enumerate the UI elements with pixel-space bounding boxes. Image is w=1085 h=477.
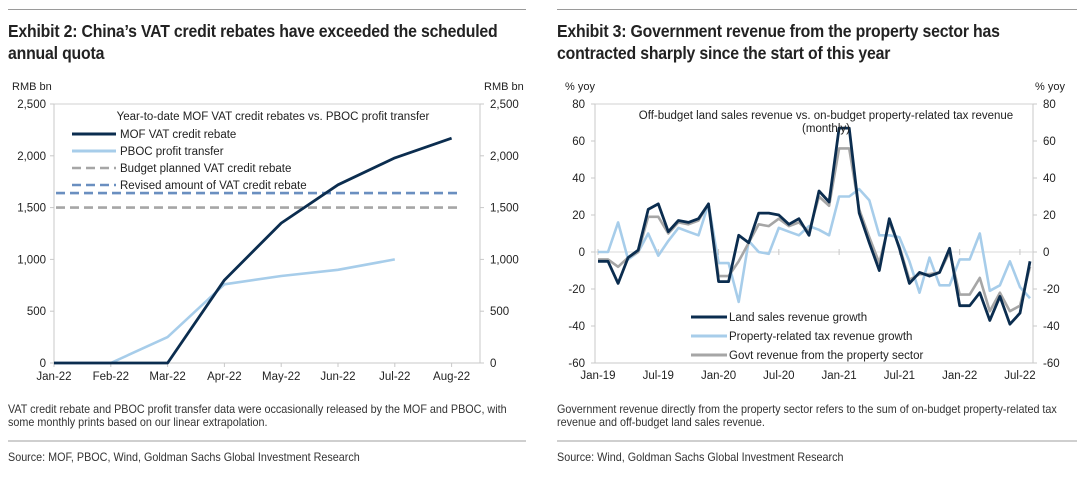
x-tick-label: Jan-22 xyxy=(942,370,977,382)
chart-title-line-2: (monthly) xyxy=(802,123,850,135)
legend-label: PBOC profit transfer xyxy=(120,146,224,158)
x-tick-label: Jan-19 xyxy=(580,370,615,382)
y-tick-label-left: 2,500 xyxy=(17,99,46,111)
exhibit-3-chart: % yoy % yoy -60 -60 -40 -40 -20 -20 0 0 20 20 40 40 60… xyxy=(565,81,1065,382)
exhibit-3-panel: Exhibit 3: Government revenue from the p… xyxy=(557,0,1077,477)
top-rule xyxy=(8,9,526,10)
x-tick-label: Aug-22 xyxy=(433,371,470,383)
x-tick-label: Apr-22 xyxy=(207,371,242,383)
x-tick-label: Jul-22 xyxy=(379,371,410,383)
x-tick-label: Jan-21 xyxy=(822,370,857,382)
y-axis-label-right: RMB bn xyxy=(484,81,524,93)
y-tick-label-right: 1,000 xyxy=(490,254,519,266)
y-tick-label-left: 0 xyxy=(579,247,585,259)
series-line-mof-vat-credit-rebate xyxy=(54,136,453,365)
exhibit-2-title: Exhibit 2: China’s VAT credit rebates ha… xyxy=(8,21,498,63)
exhibit-2-source: Source: MOF, PBOC, Wind, Goldman Sachs G… xyxy=(8,451,360,464)
top-rule xyxy=(557,9,1077,10)
y-tick-label-right: 40 xyxy=(1043,173,1056,185)
y-axis-label-left: % yoy xyxy=(565,81,595,93)
legend-label: Revised amount of VAT credit rebate xyxy=(120,180,307,192)
y-tick-label-right: 0 xyxy=(490,358,496,370)
y-tick-label-left: 60 xyxy=(572,136,585,148)
y-axis-label-right: % yoy xyxy=(1035,81,1065,93)
x-tick-label: May-22 xyxy=(262,371,300,383)
x-tick-label: Feb-22 xyxy=(93,371,129,383)
legend-label: MOF VAT credit rebate xyxy=(120,129,236,141)
series-line-pboc-profit-transfer xyxy=(54,258,396,365)
legend-label: Budget planned VAT credit rebate xyxy=(120,163,291,175)
exhibit-2-note: VAT credit rebate and PBOC profit transf… xyxy=(8,403,507,429)
y-tick-label-right: -20 xyxy=(1043,284,1060,296)
x-tick-label: Mar-22 xyxy=(149,371,185,383)
divider xyxy=(8,440,526,442)
exhibit-3-title: Exhibit 3: Government revenue from the p… xyxy=(557,21,1000,63)
y-tick-label-right: 60 xyxy=(1043,136,1056,148)
y-tick-label-left: 20 xyxy=(572,210,585,222)
y-tick-label-left: 500 xyxy=(27,306,46,318)
y-tick-label-right: 1,500 xyxy=(490,203,519,215)
y-tick-label-right: 0 xyxy=(1043,247,1049,259)
divider xyxy=(557,440,1077,442)
y-tick-label-left: -20 xyxy=(568,284,585,296)
y-tick-label-right: 20 xyxy=(1043,210,1056,222)
y-tick-label-right: 2,000 xyxy=(490,151,519,163)
y-tick-label-right: 80 xyxy=(1043,99,1056,111)
y-tick-label-right: 2,500 xyxy=(490,99,519,111)
exhibit-3-note: Government revenue directly from the pro… xyxy=(557,403,1057,429)
series-line-govt-revenue-from-the-property-sector xyxy=(598,147,1032,313)
y-tick-label-left: -40 xyxy=(568,321,585,333)
legend-label: Land sales revenue growth xyxy=(729,312,867,324)
legend-label: Govt revenue from the property sector xyxy=(729,350,923,362)
x-tick-label: Jan-22 xyxy=(36,371,71,383)
x-tick-label: Jul-20 xyxy=(763,370,794,382)
x-tick-label: Jun-22 xyxy=(320,371,355,383)
exhibit-2-panel: Exhibit 2: China’s VAT credit rebates ha… xyxy=(8,0,526,477)
chart-title: Year-to-date MOF VAT credit rebates vs. … xyxy=(117,111,430,123)
y-tick-label-left: 0 xyxy=(40,358,46,370)
y-tick-label-left: 40 xyxy=(572,173,585,185)
x-tick-label: Jan-20 xyxy=(701,370,736,382)
y-axis-label-left: RMB bn xyxy=(12,81,52,93)
y-tick-label-left: 1,000 xyxy=(17,254,46,266)
x-tick-label: Jul-19 xyxy=(643,370,674,382)
y-tick-label-right: -60 xyxy=(1043,358,1060,370)
y-tick-label-left: 2,000 xyxy=(17,151,46,163)
x-tick-label: Jul-22 xyxy=(1004,370,1035,382)
y-tick-label-right: -40 xyxy=(1043,321,1060,333)
x-tick-label: Jul-21 xyxy=(884,370,915,382)
series-line-property-related-tax-revenue-growth xyxy=(598,187,1031,304)
y-tick-label-left: -60 xyxy=(568,358,585,370)
exhibit-2-chart: RMB bn RMB bn 0 0 500 500 1,000 1,000 1,500 1,500… xyxy=(12,81,524,383)
exhibit-3-source: Source: Wind, Goldman Sachs Global Inves… xyxy=(557,451,844,464)
y-tick-label-left: 80 xyxy=(572,99,585,111)
series-line-land-sales-revenue-growth xyxy=(598,126,1032,326)
y-tick-label-left: 1,500 xyxy=(17,203,46,215)
chart-title: Off-budget land sales revenue vs. on-bud… xyxy=(639,110,1013,122)
y-tick-label-right: 500 xyxy=(490,306,509,318)
legend-label: Property-related tax revenue growth xyxy=(729,331,912,343)
